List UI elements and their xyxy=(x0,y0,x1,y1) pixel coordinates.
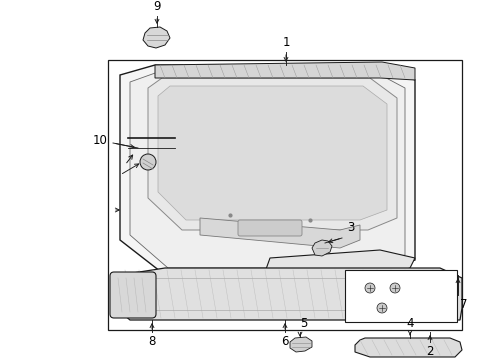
Text: 1: 1 xyxy=(282,36,290,49)
Polygon shape xyxy=(355,338,462,357)
Polygon shape xyxy=(148,78,397,230)
Text: 2: 2 xyxy=(426,345,434,358)
Text: 7: 7 xyxy=(460,298,467,311)
Polygon shape xyxy=(200,218,360,248)
Polygon shape xyxy=(120,65,415,275)
Text: 8: 8 xyxy=(148,335,156,348)
FancyBboxPatch shape xyxy=(238,220,302,236)
Polygon shape xyxy=(143,27,170,48)
Polygon shape xyxy=(155,62,415,80)
Polygon shape xyxy=(118,268,462,320)
Text: 4: 4 xyxy=(406,317,414,330)
Text: 10: 10 xyxy=(93,135,108,148)
Polygon shape xyxy=(158,86,387,220)
Circle shape xyxy=(365,283,375,293)
Polygon shape xyxy=(265,250,415,278)
Text: 3: 3 xyxy=(347,221,354,234)
Text: 5: 5 xyxy=(300,317,307,330)
Text: 6: 6 xyxy=(281,335,289,348)
Bar xyxy=(345,270,457,322)
Polygon shape xyxy=(290,337,312,352)
Polygon shape xyxy=(312,240,332,256)
Circle shape xyxy=(377,303,387,313)
Circle shape xyxy=(140,154,156,170)
Polygon shape xyxy=(130,72,405,268)
FancyBboxPatch shape xyxy=(110,272,156,318)
Text: 9: 9 xyxy=(153,0,161,13)
Circle shape xyxy=(390,283,400,293)
Bar xyxy=(108,60,462,330)
